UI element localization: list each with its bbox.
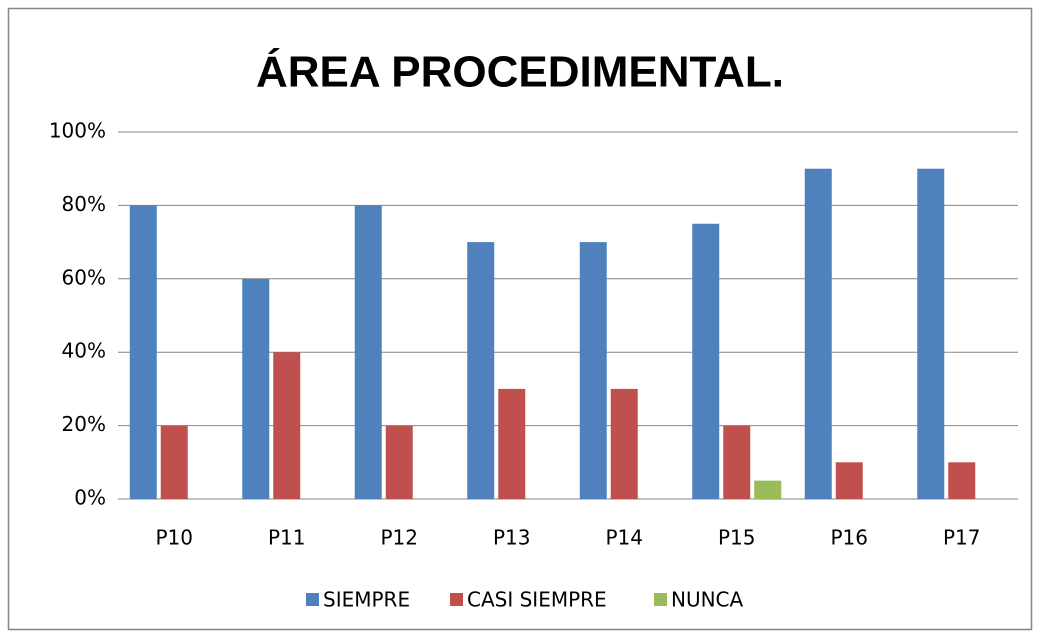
legend-label: SIEMPRE: [323, 588, 410, 612]
x-tick-label: P17: [943, 526, 981, 550]
y-tick-label: 0%: [74, 486, 106, 510]
x-tick-label: P15: [718, 526, 756, 550]
y-tick-label: 20%: [62, 412, 106, 436]
y-tick-label: 100%: [49, 119, 106, 143]
bar: [467, 242, 495, 499]
chart-border: [7, 7, 1033, 631]
legend-label: CASI SIEMPRE: [467, 588, 607, 612]
bar: [354, 205, 382, 499]
x-tick-label: P11: [268, 526, 306, 550]
legend-label: NUNCA: [671, 588, 744, 612]
legend-swatch: [450, 593, 463, 606]
bar: [917, 168, 945, 499]
bar: [723, 425, 751, 499]
chart-title: ÁREA PROCEDIMENTAL.: [256, 47, 784, 97]
bar: [242, 278, 270, 499]
legend-swatch: [306, 593, 319, 606]
x-tick-label: P14: [605, 526, 643, 550]
y-tick-label: 40%: [62, 339, 106, 363]
bar: [948, 462, 976, 499]
x-tick-label: P12: [380, 526, 418, 550]
bar: [804, 168, 832, 499]
bar: [754, 480, 782, 499]
bar: [160, 425, 188, 499]
bar: [835, 462, 863, 499]
bar: [385, 425, 413, 499]
y-tick-label: 80%: [62, 192, 106, 216]
bar: [129, 205, 157, 499]
legend-swatch: [654, 593, 667, 606]
y-tick-label: 60%: [62, 265, 106, 289]
x-tick-label: P16: [830, 526, 868, 550]
bar: [273, 352, 301, 499]
bar: [692, 223, 720, 499]
x-tick-label: P13: [493, 526, 531, 550]
bar: [498, 388, 526, 499]
bar: [579, 242, 607, 499]
x-tick-label: P10: [155, 526, 193, 550]
bar: [610, 388, 638, 499]
